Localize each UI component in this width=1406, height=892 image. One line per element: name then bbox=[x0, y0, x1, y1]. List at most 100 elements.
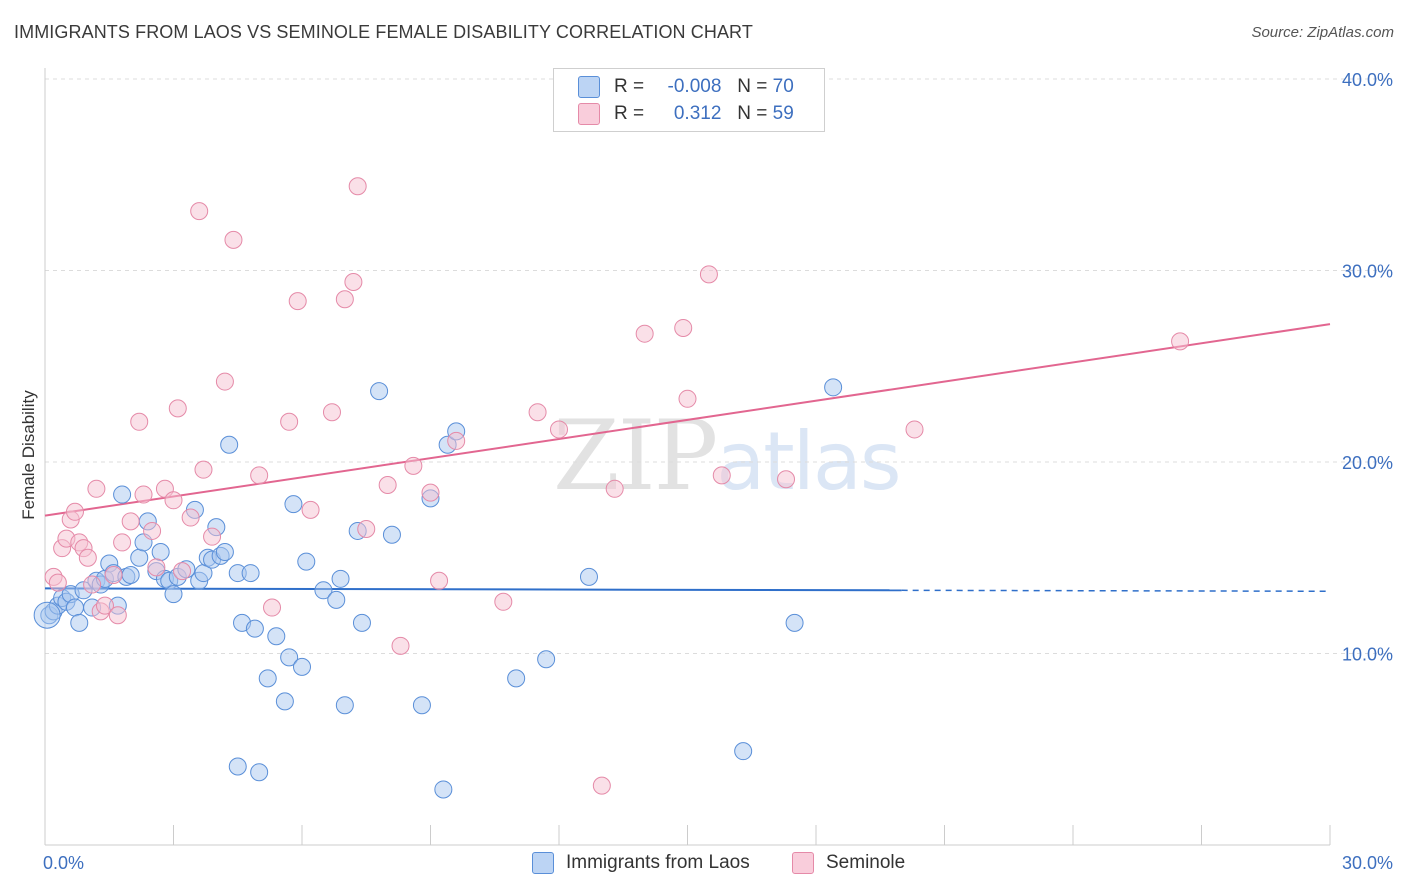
data-point bbox=[785, 613, 804, 632]
stats-legend: R = -0.008 N = 70 R = 0.312 N = 59 bbox=[553, 68, 825, 132]
data-point bbox=[494, 592, 513, 611]
y-tick-label: 10.0% bbox=[1342, 645, 1393, 665]
data-point bbox=[215, 372, 234, 391]
data-point bbox=[592, 776, 611, 795]
data-point bbox=[297, 552, 316, 571]
data-point bbox=[335, 696, 354, 715]
data-point bbox=[130, 548, 149, 567]
data-point bbox=[905, 420, 924, 439]
data-point bbox=[293, 657, 311, 676]
data-point bbox=[83, 575, 102, 594]
y-axis-label: Female Disability bbox=[19, 390, 38, 520]
data-point bbox=[203, 527, 222, 546]
data-point bbox=[250, 466, 269, 485]
series-seminole-points bbox=[44, 177, 1190, 795]
data-point bbox=[263, 598, 282, 617]
data-point bbox=[280, 412, 299, 431]
data-point bbox=[550, 420, 568, 439]
trend-lines bbox=[44, 323, 1331, 593]
legend-swatch-seminole bbox=[578, 103, 600, 125]
r-value: -0.008 bbox=[667, 76, 722, 97]
data-point bbox=[267, 627, 286, 646]
legend-swatch-laos bbox=[578, 76, 600, 98]
data-point bbox=[147, 558, 166, 577]
axes bbox=[44, 68, 1331, 846]
data-point bbox=[605, 479, 624, 498]
data-point bbox=[579, 567, 598, 586]
n-value: 70 bbox=[772, 76, 794, 97]
data-point bbox=[164, 491, 183, 510]
legend-item-seminole: Seminole bbox=[792, 852, 905, 874]
chart-title: IMMIGRANTS FROM LAOS VS SEMINOLE FEMALE … bbox=[14, 22, 753, 42]
data-point bbox=[288, 292, 307, 311]
data-point bbox=[447, 431, 466, 450]
data-point bbox=[301, 500, 320, 519]
data-point bbox=[777, 470, 796, 489]
legend-item-laos: Immigrants from Laos bbox=[532, 852, 750, 874]
r-value: 0.312 bbox=[673, 103, 722, 124]
data-point bbox=[430, 571, 449, 590]
data-point bbox=[108, 606, 127, 625]
data-point bbox=[190, 202, 209, 221]
data-point bbox=[537, 650, 556, 669]
trend-line-laos-dashed bbox=[901, 589, 1331, 593]
data-point bbox=[507, 669, 526, 688]
data-point bbox=[121, 565, 140, 584]
data-point bbox=[699, 265, 718, 284]
x-tick-label: 30.0% bbox=[1342, 853, 1393, 873]
data-point bbox=[65, 502, 84, 521]
data-point bbox=[1171, 332, 1190, 351]
data-point bbox=[352, 613, 371, 632]
data-point bbox=[168, 399, 187, 418]
data-point bbox=[65, 598, 84, 617]
y-tick-label: 20.0% bbox=[1342, 453, 1393, 473]
data-point bbox=[434, 780, 453, 799]
data-point bbox=[314, 581, 333, 600]
data-point bbox=[181, 508, 200, 527]
data-point bbox=[87, 479, 106, 498]
data-point bbox=[404, 456, 423, 475]
data-point bbox=[382, 525, 401, 544]
data-point bbox=[391, 636, 410, 655]
data-point bbox=[344, 272, 363, 291]
data-point bbox=[134, 485, 153, 504]
legend-swatch-laos bbox=[532, 852, 554, 874]
data-point bbox=[95, 596, 114, 615]
data-point bbox=[250, 763, 269, 782]
data-point bbox=[104, 565, 123, 584]
data-point bbox=[421, 483, 440, 502]
data-point bbox=[674, 318, 693, 337]
data-point bbox=[635, 324, 654, 343]
data-point bbox=[348, 177, 367, 196]
data-point bbox=[143, 521, 162, 540]
x-tick-label: 0.0% bbox=[43, 853, 84, 873]
data-point bbox=[284, 495, 303, 514]
data-point bbox=[280, 648, 299, 667]
data-point bbox=[712, 466, 731, 485]
data-point bbox=[151, 543, 170, 562]
data-point bbox=[245, 619, 264, 638]
legend-label-laos: Immigrants from Laos bbox=[566, 852, 750, 873]
data-point bbox=[121, 512, 140, 531]
data-point bbox=[275, 692, 294, 711]
trend-line-seminole bbox=[44, 323, 1331, 517]
data-point bbox=[241, 564, 260, 583]
data-point bbox=[78, 548, 97, 567]
y-tick-label: 30.0% bbox=[1342, 262, 1393, 282]
data-point bbox=[164, 585, 183, 604]
data-point bbox=[194, 460, 213, 479]
data-point bbox=[378, 475, 397, 494]
legend-label-seminole: Seminole bbox=[826, 852, 906, 873]
data-point bbox=[678, 389, 697, 408]
r-label: R = bbox=[614, 76, 645, 97]
data-point bbox=[370, 382, 389, 401]
y-tick-label: 40.0% bbox=[1342, 70, 1393, 90]
data-point bbox=[335, 290, 354, 309]
data-point bbox=[113, 533, 132, 552]
n-value: 59 bbox=[772, 103, 794, 124]
r-label: R = bbox=[614, 103, 645, 124]
data-point bbox=[228, 757, 247, 776]
data-point bbox=[734, 742, 753, 761]
tick-labels: 10.0% 20.0% 30.0% 40.0% 0.0% 30.0% bbox=[43, 70, 1393, 873]
data-point bbox=[173, 562, 192, 581]
